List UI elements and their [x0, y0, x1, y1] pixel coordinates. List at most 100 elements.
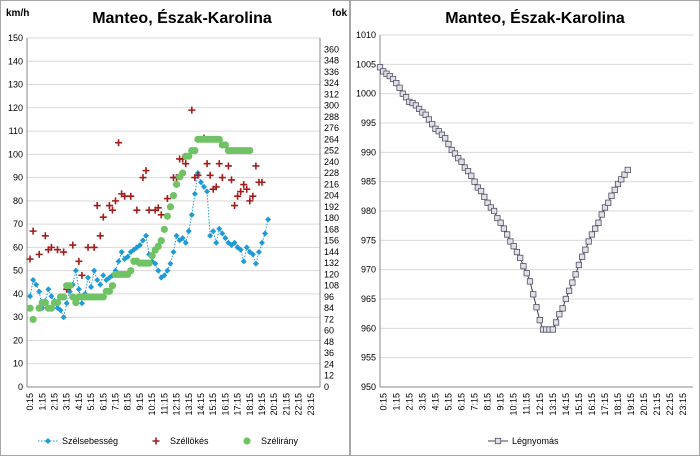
x-tick-label: 14:15 — [561, 393, 571, 416]
data-point — [166, 203, 175, 211]
y-right-tick-label: 48 — [324, 337, 334, 347]
data-point — [605, 199, 612, 206]
y-tick-label: 60 — [13, 242, 23, 252]
data-point — [412, 102, 419, 109]
data-point — [157, 237, 165, 245]
data-point — [614, 180, 622, 188]
x-tick-label: 3:15 — [62, 393, 72, 411]
data-point — [36, 288, 43, 295]
x-tick-label: 20:15 — [639, 393, 649, 416]
data-point — [164, 267, 171, 274]
data-point — [435, 128, 442, 135]
data-point — [35, 250, 43, 258]
y-tick-label: 970 — [361, 265, 376, 275]
data-point — [399, 90, 406, 97]
legend-swatch-marker — [243, 437, 251, 445]
y-right-tick-label: 12 — [324, 371, 334, 381]
data-point — [108, 282, 117, 290]
data-point — [429, 121, 436, 128]
data-point — [136, 242, 143, 249]
data-point — [97, 281, 104, 288]
data-point — [179, 169, 187, 177]
y-right-tick-label: 252 — [324, 146, 339, 156]
data-point — [72, 298, 80, 307]
data-point — [201, 183, 208, 190]
data-point — [45, 286, 52, 293]
data-point — [30, 276, 37, 283]
y-tick-label: 140 — [8, 56, 23, 66]
data-point — [231, 239, 238, 246]
data-point — [255, 249, 262, 256]
data-point — [549, 326, 556, 333]
data-point — [163, 212, 171, 220]
data-point — [215, 160, 223, 168]
y-tick-label: 80 — [13, 196, 23, 206]
data-point — [494, 214, 501, 222]
data-point — [94, 276, 101, 283]
y-tick-label: 110 — [9, 126, 23, 136]
data-point — [572, 271, 579, 278]
x-tick-label: 11:15 — [159, 393, 169, 415]
data-point — [422, 111, 429, 118]
data-point — [393, 80, 400, 87]
x-tick-label: 12:15 — [535, 393, 545, 416]
x-tick-label: 22:15 — [665, 393, 675, 416]
pressure-chart-title: Manteo, Észak-Karolina — [445, 8, 625, 27]
data-point — [389, 75, 397, 83]
data-point — [221, 141, 229, 149]
wind-chart-left-axis-ticks: 0 10 20 30 40 50 60 70 80 90 100 110 120 130 140 150 — [8, 33, 23, 392]
y-right-tick-label: 228 — [324, 168, 339, 178]
data-point — [484, 199, 491, 206]
data-point — [481, 193, 488, 201]
y-right-tick-label: 312 — [324, 89, 339, 99]
data-point — [624, 166, 631, 174]
data-point — [218, 174, 226, 182]
data-point — [163, 195, 171, 203]
data-point — [425, 116, 433, 123]
data-point — [222, 235, 229, 242]
x-tick-label: 23:15 — [306, 393, 316, 416]
y-right-tick-label: 216 — [324, 179, 339, 189]
wind-chart-title: Manteo, Észak-Karolina — [92, 8, 272, 27]
y-right-tick-label: 264 — [324, 134, 339, 144]
data-point — [243, 244, 250, 251]
x-tick-label: 21:15 — [652, 393, 662, 416]
data-point — [504, 231, 511, 238]
data-point — [206, 171, 214, 179]
data-point — [243, 185, 251, 193]
data-point — [213, 239, 220, 246]
data-point — [84, 243, 92, 251]
data-point — [585, 238, 592, 245]
y-tick-label: 150 — [8, 33, 23, 43]
y-tick-label: 950 — [361, 382, 376, 392]
pressure-chart-legend: Légnyomás — [488, 436, 559, 446]
y-tick-label: 985 — [361, 177, 376, 187]
x-tick-label: 12:15 — [172, 393, 182, 416]
pressure-chart-y-axis-ticks: 950 955 960 965 970 975 980 985 990 995 1000 1005 10… — [356, 30, 376, 392]
y-tick-label: 1000 — [356, 89, 376, 99]
data-point — [559, 305, 566, 312]
x-tick-label: 13:15 — [548, 393, 558, 416]
x-tick-label: 17:15 — [600, 393, 610, 416]
data-point — [601, 204, 609, 211]
series-szellokes — [26, 106, 266, 293]
data-point — [579, 253, 586, 260]
x-tick-label: 18:15 — [613, 393, 623, 416]
data-point — [57, 307, 64, 314]
data-point — [191, 146, 199, 155]
data-point — [47, 304, 56, 312]
data-point — [78, 271, 86, 279]
legend-label: Szélsebesség — [62, 436, 118, 446]
y-right-tick-label: 288 — [324, 112, 339, 122]
x-tick-label: 6:15 — [98, 393, 108, 411]
data-point — [598, 211, 605, 218]
data-point — [592, 225, 599, 232]
data-point — [96, 232, 104, 240]
pressure-chart-series — [376, 64, 631, 333]
data-point — [240, 181, 248, 189]
x-tick-label: 10:15 — [147, 393, 157, 416]
data-point — [185, 152, 193, 160]
x-tick-label: 19:15 — [257, 393, 267, 416]
data-point — [438, 131, 446, 138]
data-point — [526, 278, 534, 285]
